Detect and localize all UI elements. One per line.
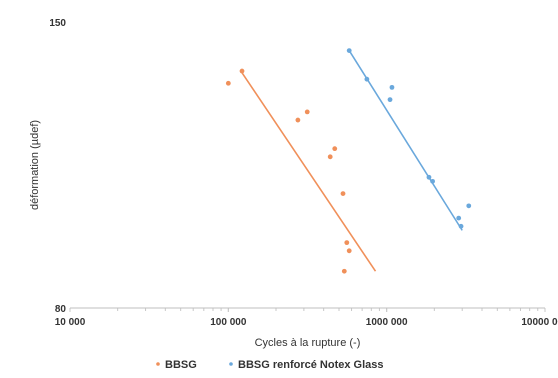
- legend: BBSG BBSG renforcé Notex Glass: [156, 359, 384, 371]
- data-point: [387, 97, 393, 103]
- data-point: [426, 174, 432, 180]
- data-point: [344, 240, 350, 246]
- legend-marker-bbsg: [156, 362, 160, 366]
- series-layer: [225, 48, 472, 274]
- y-tick-label: 80: [55, 304, 67, 315]
- data-point: [225, 80, 231, 86]
- x-tick-label: 100 000: [210, 317, 247, 328]
- x-tick-label: 10 000: [55, 317, 86, 328]
- data-point: [456, 215, 462, 221]
- legend-label-bbsg: BBSG: [165, 359, 197, 371]
- legend-label-bbsg-renforce: BBSG renforcé Notex Glass: [238, 359, 384, 371]
- x-tick-label: 10000 000: [521, 317, 558, 328]
- y-tick-labels: 80 150: [49, 18, 66, 315]
- data-point: [239, 68, 245, 74]
- x-tick-label: 1000 000: [366, 317, 408, 328]
- data-point: [364, 76, 370, 82]
- data-point: [327, 154, 333, 160]
- x-minor-ticks: [69, 308, 546, 312]
- data-point: [346, 248, 352, 254]
- x-tick-labels: 10 000 100 000 1000 000 10000 000: [55, 317, 558, 328]
- data-point: [466, 203, 472, 209]
- series-0: [225, 68, 377, 274]
- x-axis-title: Cycles à la rupture (-): [255, 337, 361, 349]
- series-1: [346, 48, 472, 231]
- data-point: [340, 191, 346, 197]
- data-point: [458, 223, 464, 229]
- trendline-0: [240, 70, 377, 272]
- data-point: [341, 268, 347, 274]
- data-point: [346, 48, 352, 53]
- legend-marker-bbsg-renforce: [229, 362, 233, 366]
- data-point: [332, 146, 338, 152]
- data-point: [389, 84, 395, 90]
- data-point: [304, 109, 310, 115]
- data-point: [295, 117, 301, 123]
- data-point: [430, 178, 435, 184]
- y-axis-title: déformation (µdef): [29, 120, 41, 210]
- y-tick-label: 150: [49, 18, 66, 29]
